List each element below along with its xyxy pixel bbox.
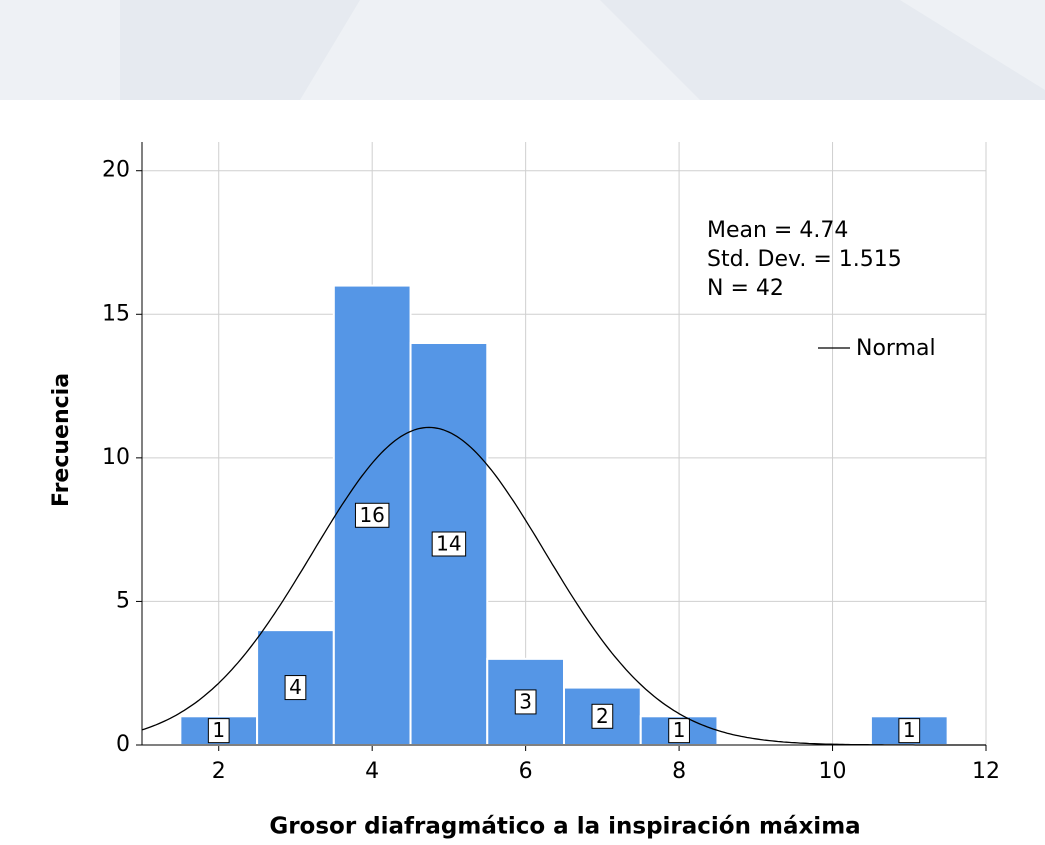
background-watermark: [0, 0, 1045, 100]
stats-annotation: N = 42: [707, 276, 784, 301]
y-tick-label: 20: [102, 158, 130, 183]
y-tick-label: 15: [102, 301, 130, 326]
x-tick-label: 6: [519, 759, 533, 784]
data-label: 1: [903, 718, 916, 742]
data-label-box: [284, 675, 307, 701]
y-tick-label: 5: [116, 588, 130, 613]
x-axis-label: Grosor diafragmático a la inspiración má…: [269, 814, 860, 840]
data-label: 1: [212, 718, 225, 742]
x-tick-label: 2: [212, 759, 226, 784]
y-axis-label: Frecuencia: [49, 373, 74, 507]
x-tick-label: 4: [365, 759, 379, 784]
data-label: 1: [673, 718, 686, 742]
normal-curve: [141, 426, 986, 746]
y-tick-label: 10: [102, 445, 130, 470]
x-tick-label: 10: [819, 759, 847, 784]
x-tick-label: 12: [972, 759, 1000, 784]
x-tick-label: 8: [672, 759, 686, 784]
y-tick-label: 0: [116, 732, 130, 757]
data-label-box: [898, 718, 921, 744]
data-label-box: [207, 718, 230, 744]
data-label: 14: [436, 532, 461, 556]
data-label-box: [431, 531, 467, 557]
data-label: 4: [289, 675, 302, 699]
data-label: 2: [596, 704, 609, 728]
stats-annotation: Std. Dev. = 1.515: [707, 247, 902, 272]
data-label-box: [668, 718, 690, 744]
data-label-box: [354, 502, 390, 528]
stats-annotation: Mean = 4.74: [707, 218, 848, 243]
data-label: 16: [359, 503, 384, 527]
data-label: 3: [519, 689, 532, 713]
legend-label: Normal: [856, 336, 936, 361]
data-label-box: [591, 703, 614, 729]
data-label-box: [514, 689, 537, 715]
